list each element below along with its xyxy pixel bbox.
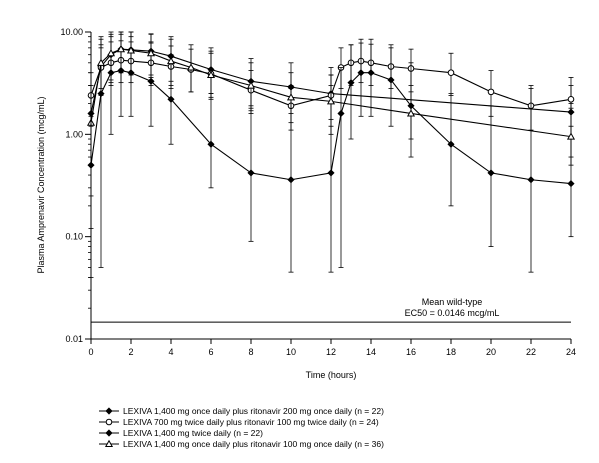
data-point [447, 140, 455, 148]
y-axis-title: Plasma Amprenavir Concentration (mcg/mL) [36, 96, 46, 273]
x-tick-label: 18 [446, 347, 456, 357]
x-tick-label: 22 [526, 347, 536, 357]
x-tick-label: 0 [88, 347, 93, 357]
legend-item-2: LEXIVA 700 mg twice daily plus ritonavir… [99, 417, 379, 427]
data-point [206, 70, 216, 79]
legend-label: LEXIVA 700 mg twice daily plus ritonavir… [123, 417, 379, 427]
data-point [357, 69, 365, 77]
legend-label: LEXIVA 1,400 mg once daily plus ritonavi… [123, 406, 384, 416]
ec50-label-line1: Mean wild-type [422, 297, 483, 307]
series-line [90, 59, 572, 107]
legend-label: LEXIVA 1,400 mg once daily plus ritonavi… [123, 439, 384, 449]
x-axis-title: Time (hours) [306, 370, 357, 380]
data-point [566, 132, 576, 140]
x-tick-label: 16 [406, 347, 416, 357]
data-point [207, 140, 215, 148]
data-point [487, 88, 495, 96]
data-point [166, 56, 176, 65]
x-tick-label: 4 [168, 347, 173, 357]
data-point [167, 95, 175, 103]
data-point [326, 97, 336, 105]
x-tick-label: 12 [326, 347, 336, 357]
data-point [186, 63, 196, 71]
data-point [96, 58, 106, 66]
legend-label: LEXIVA 1,400 mg twice daily (n = 22) [123, 428, 263, 438]
x-tick-label: 24 [566, 347, 576, 357]
ec50-label-line2: EC50 = 0.0146 mcg/mL [405, 308, 500, 318]
plot-area [86, 31, 576, 323]
x-tick-label: 8 [248, 347, 253, 357]
legend-item-4: LEXIVA 1,400 mg once daily plus ritonavi… [99, 439, 384, 449]
data-point [327, 169, 335, 177]
data-point [146, 49, 156, 57]
data-point [287, 176, 295, 184]
data-point [116, 44, 126, 53]
x-tick-label: 6 [208, 347, 213, 357]
x-tick-label: 20 [486, 347, 496, 357]
data-point [147, 77, 155, 85]
legend-item-3: LEXIVA 1,400 mg twice daily (n = 22) [99, 428, 263, 438]
series-4 [86, 31, 576, 278]
x-tick-label: 2 [128, 347, 133, 357]
y-tick-label: 0.10 [65, 232, 83, 242]
legend-marker [104, 439, 114, 448]
x-tick-label: 14 [366, 347, 376, 357]
data-point [246, 81, 256, 89]
data-point [527, 176, 535, 184]
legend-marker [105, 429, 113, 437]
data-point [126, 46, 136, 54]
legend-item-1: LEXIVA 1,400 mg once daily plus ritonavi… [99, 406, 384, 416]
data-point [337, 109, 345, 118]
y-tick-label: 1.00 [65, 129, 83, 139]
x-tick-label: 10 [286, 347, 296, 357]
legend: LEXIVA 1,400 mg once daily plus ritonavi… [99, 406, 384, 449]
data-point [387, 76, 395, 84]
data-point [367, 69, 375, 77]
data-point [286, 93, 296, 101]
series-line [90, 48, 572, 114]
data-point [106, 49, 116, 57]
y-tick-label: 10.00 [60, 27, 83, 37]
data-point [567, 180, 575, 188]
data-point [447, 69, 455, 77]
y-tick-label: 0.01 [65, 334, 83, 344]
data-point [406, 109, 416, 117]
legend-marker [105, 418, 113, 426]
data-point [247, 169, 255, 177]
data-point [567, 95, 575, 103]
legend-marker [105, 407, 113, 415]
data-point [347, 79, 355, 87]
data-point [487, 169, 495, 177]
series-3 [87, 33, 575, 273]
